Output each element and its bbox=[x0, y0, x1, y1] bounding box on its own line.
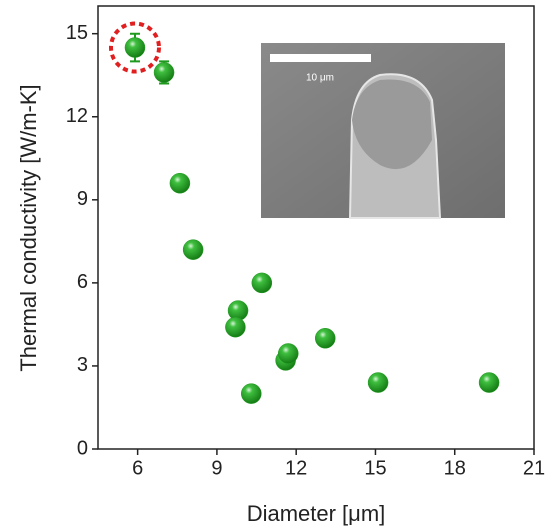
plot-frame bbox=[97, 5, 535, 450]
y-tick-label: 15 bbox=[66, 22, 88, 44]
data-point bbox=[169, 172, 191, 194]
data-point bbox=[367, 372, 389, 393]
y-axis-title: Thermal conductivity [W/m-K] bbox=[16, 84, 41, 371]
scale-bar-label: 10 μm bbox=[306, 73, 334, 84]
data-point bbox=[225, 316, 246, 338]
data-point bbox=[251, 272, 273, 294]
data-point bbox=[182, 239, 204, 260]
x-tick-label: 21 bbox=[523, 457, 545, 479]
fiber-tip bbox=[352, 79, 432, 170]
data-point bbox=[153, 62, 175, 83]
y-tick-label: 9 bbox=[77, 188, 88, 210]
inset-image: 10 μm bbox=[261, 43, 505, 219]
x-tick-label: 12 bbox=[285, 457, 307, 479]
data-point bbox=[241, 383, 262, 404]
y-tick-label: 12 bbox=[66, 105, 88, 127]
data-point bbox=[278, 343, 299, 364]
y-tick-label: 3 bbox=[77, 354, 88, 376]
x-axis-title: Diameter [μm] bbox=[247, 501, 386, 526]
x-tick-label: 15 bbox=[364, 457, 386, 479]
y-tick-label: 6 bbox=[77, 271, 88, 293]
x-tick-label: 9 bbox=[211, 457, 222, 479]
x-tick-label: 6 bbox=[132, 457, 143, 479]
data-point bbox=[478, 372, 500, 393]
data-point bbox=[314, 328, 336, 349]
data-point bbox=[124, 37, 146, 58]
y-tick-label: 0 bbox=[77, 437, 88, 459]
highlight-ring bbox=[108, 21, 161, 74]
scale-bar bbox=[270, 54, 371, 62]
x-tick-label: 18 bbox=[444, 457, 466, 479]
